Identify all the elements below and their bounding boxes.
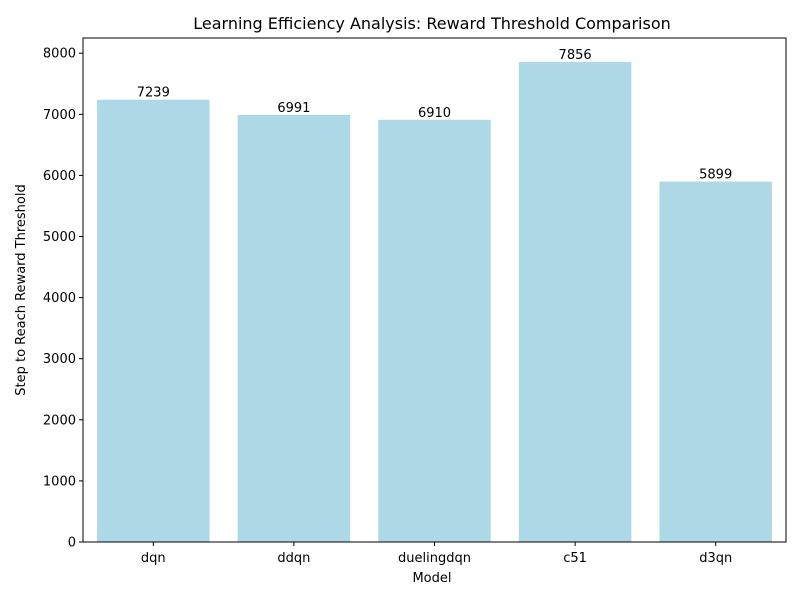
y-tick-label-7000: 7000 bbox=[43, 108, 76, 123]
bar-ddqn bbox=[237, 114, 351, 542]
y-tick-label-1000: 1000 bbox=[43, 474, 76, 489]
data-label-c51: 7856 bbox=[559, 48, 592, 63]
plot-frame bbox=[82, 37, 787, 543]
bar-dqn bbox=[97, 99, 210, 543]
data-label-d3qn: 5899 bbox=[699, 168, 732, 183]
y-tick-label-4000: 4000 bbox=[43, 291, 76, 306]
data-label-dqn: 7239 bbox=[137, 86, 170, 101]
x-tick-label-c51: c51 bbox=[563, 551, 587, 566]
x-tick-label-d3qn: d3qn bbox=[699, 551, 732, 566]
bars-layer: 7239 6991 6910 7856 5899 bbox=[97, 48, 772, 543]
x-axis-label: Model bbox=[412, 571, 451, 586]
chart-title: Learning Efficiency Analysis: Reward Thr… bbox=[193, 14, 671, 33]
data-label-ddqn: 6991 bbox=[277, 101, 310, 116]
y-tick-label-2000: 2000 bbox=[43, 413, 76, 428]
x-tick-label-duelingdqn: duelingdqn bbox=[398, 551, 471, 566]
data-label-duelingdqn: 6910 bbox=[418, 106, 451, 121]
y-tick-label-3000: 3000 bbox=[43, 352, 76, 367]
x-tick-label-ddqn: ddqn bbox=[277, 551, 310, 566]
y-axis-label: Step to Reach Reward Threshold bbox=[14, 184, 29, 395]
bar-d3qn bbox=[659, 181, 772, 542]
bar-duelingdqn bbox=[378, 119, 491, 543]
y-tick-label-0: 0 bbox=[68, 536, 76, 551]
y-tick-label-8000: 8000 bbox=[43, 47, 76, 62]
y-tick-label-5000: 5000 bbox=[43, 230, 76, 245]
axes-layer: dqn ddqn duelingdqn c51 d3qn 0 1000 2000 3000 400… bbox=[43, 37, 787, 566]
x-tick-label-dqn: dqn bbox=[141, 551, 166, 566]
y-tick-label-6000: 6000 bbox=[43, 169, 76, 184]
bar-c51 bbox=[518, 62, 632, 543]
